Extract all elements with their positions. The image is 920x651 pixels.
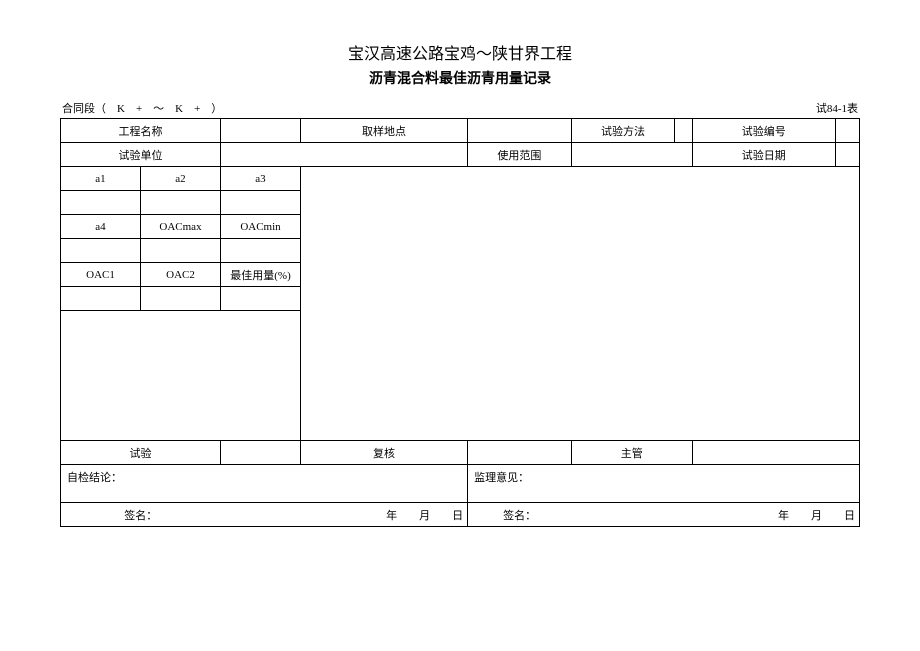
review-sign-label: 复核: [301, 441, 468, 465]
supervise-cell: 监理意见：: [468, 465, 860, 503]
manager-sign-label: 主管: [571, 441, 692, 465]
test-no-value: [835, 119, 859, 143]
test-unit-label: 试验单位: [61, 143, 221, 167]
a1-label: a1: [61, 167, 141, 191]
meta-row: 合同段（ K + ～ K + ） 试84-1表: [60, 100, 860, 116]
signature-date-row: 签名： 年 月 日 签名： 年 月 日: [61, 503, 860, 527]
sign-header-row: 试验 复核 主管: [61, 441, 860, 465]
review-sign-value: [468, 441, 572, 465]
best-label: 最佳用量(%): [221, 263, 301, 287]
sign-blank-1: [221, 503, 301, 527]
test-sign-label: 试验: [61, 441, 221, 465]
a2-value: [141, 191, 221, 215]
a2-label: a2: [141, 167, 221, 191]
sample-loc-value: [468, 119, 572, 143]
project-name-label: 工程名称: [61, 119, 221, 143]
form-number: 试84-1表: [816, 100, 858, 116]
sign-label-2: 签名：: [468, 503, 572, 527]
contract-section: 合同段（ K + ～ K + ）: [62, 100, 222, 116]
page-subtitle: 沥青混合料最佳沥青用量记录: [60, 68, 860, 88]
oacmin-label: OACmin: [221, 215, 301, 239]
project-name-value: [221, 119, 301, 143]
oac2-label: OAC2: [141, 263, 221, 287]
manager-sign-value: [692, 441, 859, 465]
test-date-value: [835, 143, 859, 167]
a4-label: a4: [61, 215, 141, 239]
oacmax-value: [141, 239, 221, 263]
self-check-cell: 自检结论：: [61, 465, 468, 503]
oac1-label: OAC1: [61, 263, 141, 287]
test-method-label: 试验方法: [571, 119, 675, 143]
header-row-1: 工程名称 取样地点 试验方法 试验编号: [61, 119, 860, 143]
oac1-value: [61, 287, 141, 311]
header-row-2: 试验单位 使用范围 试验日期: [61, 143, 860, 167]
sample-loc-label: 取样地点: [301, 119, 468, 143]
a1-value: [61, 191, 141, 215]
oac2-value: [141, 287, 221, 311]
test-sign-value: [221, 441, 301, 465]
a3-value: [221, 191, 301, 215]
blank-area: [61, 311, 301, 441]
use-range-value: [571, 143, 692, 167]
test-method-value: [675, 119, 693, 143]
use-range-label: 使用范围: [468, 143, 572, 167]
chart-area: [301, 167, 860, 441]
test-no-label: 试验编号: [692, 119, 835, 143]
a4-value: [61, 239, 141, 263]
sign-blank-2: [571, 503, 692, 527]
page-title: 宝汉高速公路宝鸡～陕甘界工程: [60, 40, 860, 64]
date-2: 年 月 日: [692, 503, 859, 527]
oacmax-label: OACmax: [141, 215, 221, 239]
best-value: [221, 287, 301, 311]
sign-label-1: 签名：: [61, 503, 221, 527]
param-row-1-labels: a1 a2 a3: [61, 167, 860, 191]
form-table: 工程名称 取样地点 试验方法 试验编号 试验单位 使用范围 试验日期 a1 a2…: [60, 118, 860, 527]
conclusion-row: 自检结论： 监理意见：: [61, 465, 860, 503]
oacmin-value: [221, 239, 301, 263]
a3-label: a3: [221, 167, 301, 191]
date-1: 年 月 日: [301, 503, 468, 527]
test-date-label: 试验日期: [692, 143, 835, 167]
test-unit-value: [221, 143, 468, 167]
